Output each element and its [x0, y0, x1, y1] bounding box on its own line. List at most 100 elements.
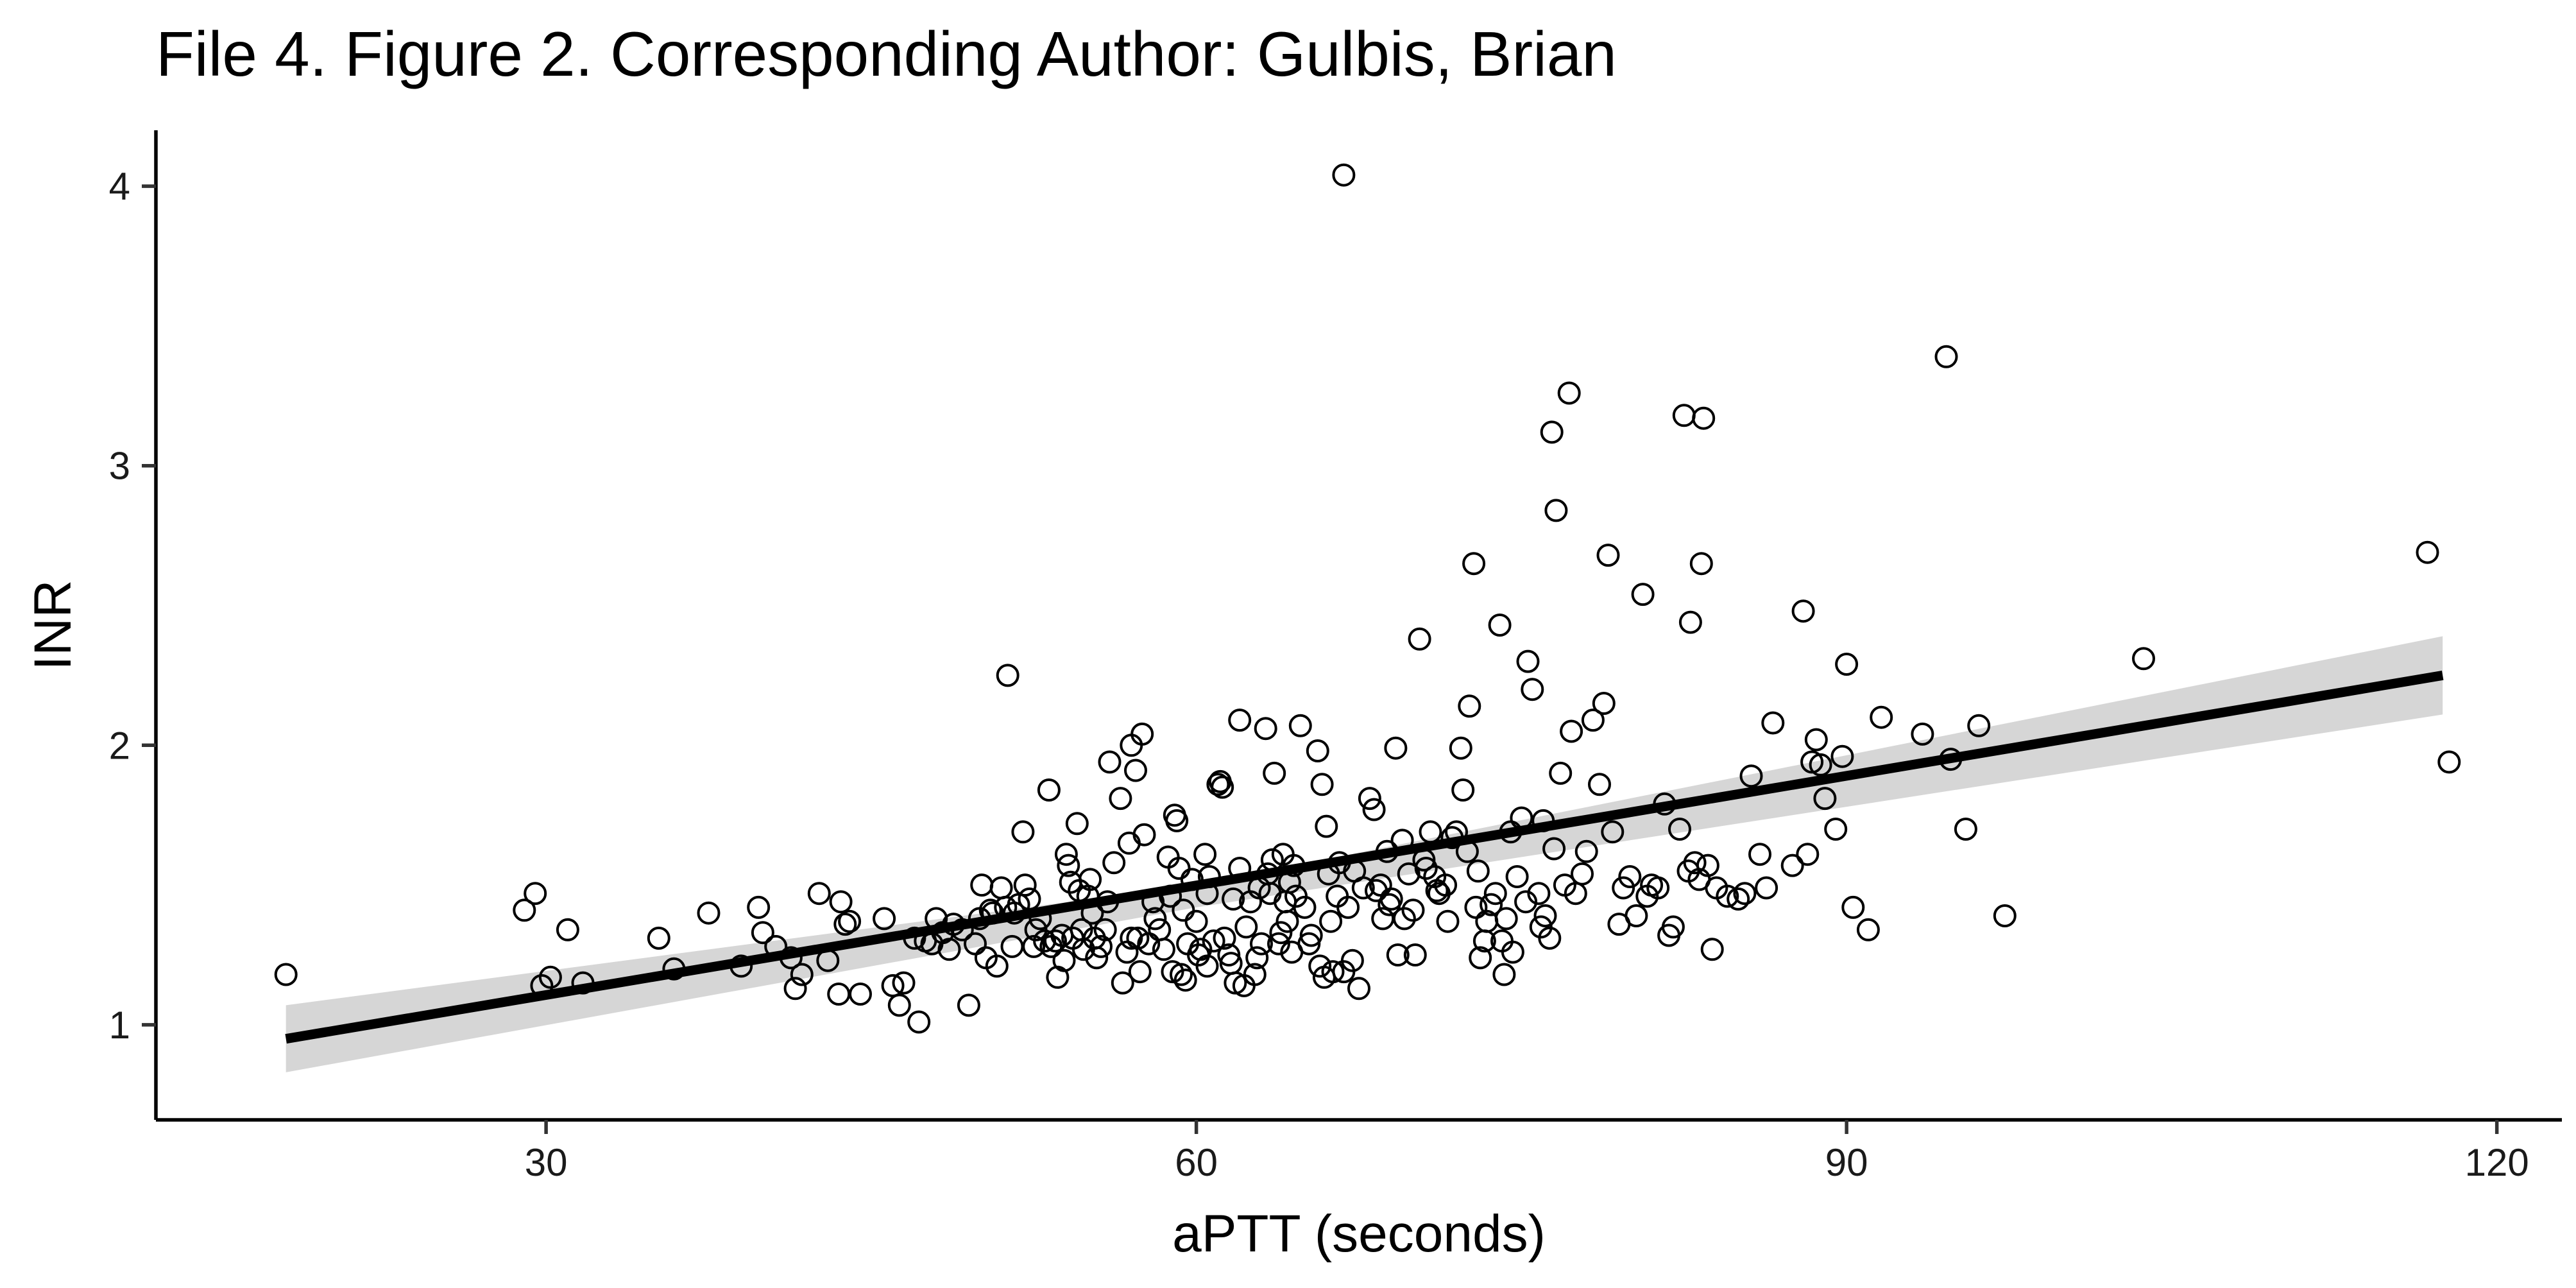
data-point-15	[783, 977, 807, 1000]
data-point-161	[1408, 627, 1431, 651]
data-point-282	[1156, 845, 1180, 869]
data-point-20	[829, 890, 853, 914]
data-point-271	[1269, 921, 1293, 945]
data-point-220	[1672, 404, 1696, 427]
data-point-211	[1625, 904, 1648, 927]
data-point-251	[1934, 345, 1958, 368]
data-point-180	[1492, 963, 1516, 986]
data-point-278	[1490, 929, 1514, 953]
data-point-194	[1542, 837, 1566, 861]
data-point-16	[790, 963, 814, 986]
data-point-108	[1217, 943, 1241, 966]
data-point-264	[1070, 918, 1093, 941]
data-point-127	[1275, 909, 1299, 933]
data-points	[274, 163, 2461, 1034]
data-point-261	[1208, 769, 1232, 793]
data-point-146	[1347, 977, 1370, 1000]
data-point-87	[1143, 907, 1167, 931]
data-point-247	[1841, 895, 1865, 919]
data-point-7	[647, 926, 670, 950]
data-point-218	[1661, 915, 1685, 939]
data-point-205	[1592, 692, 1616, 715]
data-point-173	[1462, 552, 1486, 576]
data-point-43	[985, 954, 1009, 978]
data-point-26	[887, 993, 911, 1017]
data-point-179	[1488, 614, 1512, 637]
data-point-124	[1267, 932, 1290, 956]
data-point-17	[807, 882, 831, 906]
data-point-277	[1464, 895, 1488, 919]
data-point-169	[1449, 736, 1472, 760]
x-axis-label: aPTT (seconds)	[1172, 1205, 1546, 1263]
data-point-27	[892, 971, 916, 995]
data-point-237	[1780, 854, 1804, 877]
data-point-232	[1733, 882, 1757, 906]
data-point-46	[996, 664, 1019, 687]
data-point-191	[1533, 904, 1557, 927]
data-point-155	[1384, 736, 1408, 760]
axes	[154, 130, 2562, 1122]
x-tick-label-60: 60	[1175, 1141, 1218, 1184]
data-point-78	[1115, 940, 1139, 964]
data-point-193	[1540, 420, 1564, 444]
data-point-83	[1130, 722, 1154, 746]
regression-line	[285, 671, 2444, 1044]
data-point-53	[1022, 934, 1046, 958]
data-point-69	[1079, 868, 1102, 891]
data-point-133	[1297, 932, 1321, 956]
data-point-61	[1054, 843, 1078, 866]
data-point-81	[1124, 759, 1147, 782]
x-tick-label-120: 120	[2465, 1141, 2529, 1184]
data-point-118	[1250, 932, 1273, 956]
data-point-259	[1332, 163, 1356, 187]
data-point-242	[1809, 753, 1832, 777]
data-point-204	[1588, 773, 1611, 796]
data-point-265	[1024, 918, 1048, 941]
x-axis-ticks: 30 60 90 120	[525, 1120, 2529, 1184]
data-point-156	[1386, 943, 1410, 966]
data-point-268	[1128, 960, 1152, 984]
data-point-272	[1312, 965, 1336, 989]
data-point-196	[1549, 761, 1573, 785]
data-point-234	[1748, 843, 1771, 866]
y-tick-label-3: 3	[109, 445, 130, 488]
data-point-96	[1176, 932, 1200, 956]
data-point-256	[2132, 647, 2155, 671]
data-point-198	[1557, 381, 1581, 405]
data-point-269	[1172, 898, 1195, 922]
data-point-135	[1306, 739, 1329, 762]
data-point-228	[1700, 938, 1724, 961]
data-point-2	[524, 882, 547, 906]
data-point-1	[513, 898, 536, 922]
data-point-209	[1612, 876, 1635, 900]
data-point-24	[873, 907, 896, 931]
data-point-212	[1631, 583, 1655, 606]
data-point-141	[1326, 884, 1349, 908]
data-point-139	[1319, 909, 1343, 933]
data-point-75	[1102, 851, 1126, 875]
data-point-9	[697, 901, 721, 925]
data-point-12	[751, 921, 774, 945]
data-point-201	[1571, 862, 1594, 886]
data-point-255	[1993, 904, 2017, 927]
data-point-223	[1683, 851, 1707, 875]
data-point-203	[1581, 708, 1605, 732]
data-point-157	[1392, 907, 1416, 931]
data-point-138	[1315, 814, 1338, 838]
data-point-258	[2437, 750, 2461, 774]
data-point-281	[1082, 926, 1106, 950]
data-point-19	[827, 983, 851, 1006]
data-point-239	[1796, 843, 1820, 866]
data-point-263	[1117, 831, 1141, 855]
data-point-65	[1065, 812, 1089, 836]
data-point-238	[1791, 599, 1815, 623]
data-point-288	[1425, 879, 1449, 902]
data-point-227	[1696, 854, 1719, 877]
data-point-183	[1501, 940, 1524, 964]
data-point-150	[1365, 879, 1388, 902]
data-point-195	[1544, 499, 1568, 522]
data-point-132	[1293, 895, 1317, 919]
data-point-184	[1505, 865, 1529, 888]
data-point-215	[1646, 876, 1670, 900]
